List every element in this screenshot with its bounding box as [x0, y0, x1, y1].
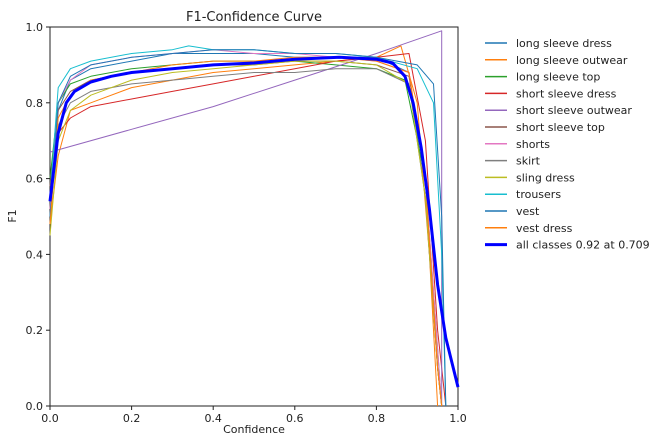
- legend-label-8: sling dress: [516, 171, 575, 184]
- y-tick-label: 0.8: [26, 97, 44, 110]
- series-line-2: [49, 60, 443, 407]
- series-layer: [48, 30, 460, 407]
- y-tick-label: 0.4: [26, 248, 44, 261]
- legend-label-11: vest dress: [516, 222, 573, 235]
- legend-label-0: long sleeve dress: [516, 37, 612, 50]
- x-tick-label: 1.0: [449, 412, 467, 425]
- series-line-5: [49, 60, 443, 407]
- legend-label-10: vest: [516, 205, 540, 218]
- series-line-9: [49, 45, 447, 407]
- x-axis-ticks: 0.0 0.2 0.4 0.6 0.8 1.0: [41, 406, 467, 425]
- x-tick-label: 0.2: [123, 412, 141, 425]
- series-line-1: [49, 45, 439, 407]
- legend-label-1: long sleeve outwear: [516, 54, 628, 67]
- series-line-7: [49, 68, 443, 407]
- x-axis-label: Confidence: [223, 423, 285, 436]
- y-tick-label: 0.6: [26, 173, 44, 186]
- plot-area: [49, 26, 459, 407]
- series-line-3: [49, 53, 447, 407]
- series-line-10: [49, 49, 447, 407]
- x-tick-label: 0.6: [286, 412, 304, 425]
- y-tick-label: 0.2: [26, 324, 44, 337]
- y-tick-label: 1.0: [26, 21, 44, 34]
- legend-label-12: all classes 0.92 at 0.709: [516, 239, 650, 252]
- legend-label-4: short sleeve outwear: [516, 104, 632, 117]
- legend-label-6: shorts: [516, 138, 550, 151]
- legend-label-3: short sleeve dress: [516, 87, 617, 100]
- legend-label-7: skirt: [516, 155, 541, 168]
- x-tick-label: 0.4: [204, 412, 222, 425]
- series-line-12: [48, 55, 460, 388]
- series-line-8: [49, 60, 443, 407]
- x-tick-label: 0.0: [41, 412, 59, 425]
- legend-label-2: long sleeve top: [516, 71, 600, 84]
- series-line-0: [49, 53, 443, 407]
- x-tick-label: 0.8: [368, 412, 386, 425]
- legend: long sleeve dress long sleeve outwear long…: [485, 37, 650, 252]
- y-tick-label: 0.0: [26, 400, 44, 413]
- series-line-11: [49, 56, 443, 407]
- y-axis-label: F1: [6, 209, 19, 222]
- legend-label-9: trousers: [516, 188, 561, 201]
- chart-title: F1-Confidence Curve: [186, 10, 322, 25]
- legend-label-5: short sleeve top: [516, 121, 605, 134]
- y-axis-ticks: 0.0 0.2 0.4 0.6 0.8 1.0: [26, 21, 50, 413]
- series-line-4: [49, 30, 443, 406]
